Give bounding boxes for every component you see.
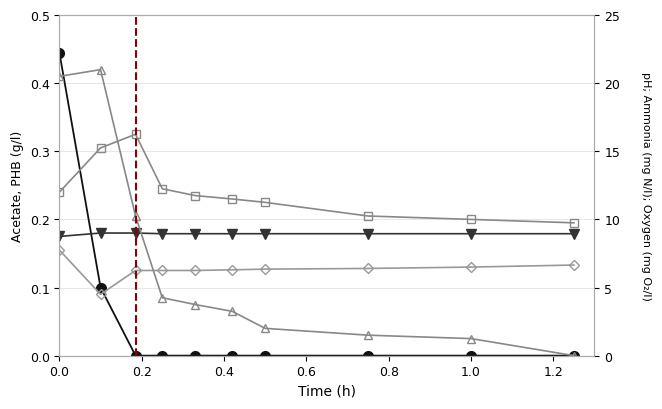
Y-axis label: pH; Ammonia (mg N/l); Oxygen (mg O₂/l): pH; Ammonia (mg N/l); Oxygen (mg O₂/l)	[641, 72, 651, 300]
Y-axis label: Acetate, PHB (g/l): Acetate, PHB (g/l)	[11, 130, 24, 241]
X-axis label: Time (h): Time (h)	[298, 384, 356, 398]
